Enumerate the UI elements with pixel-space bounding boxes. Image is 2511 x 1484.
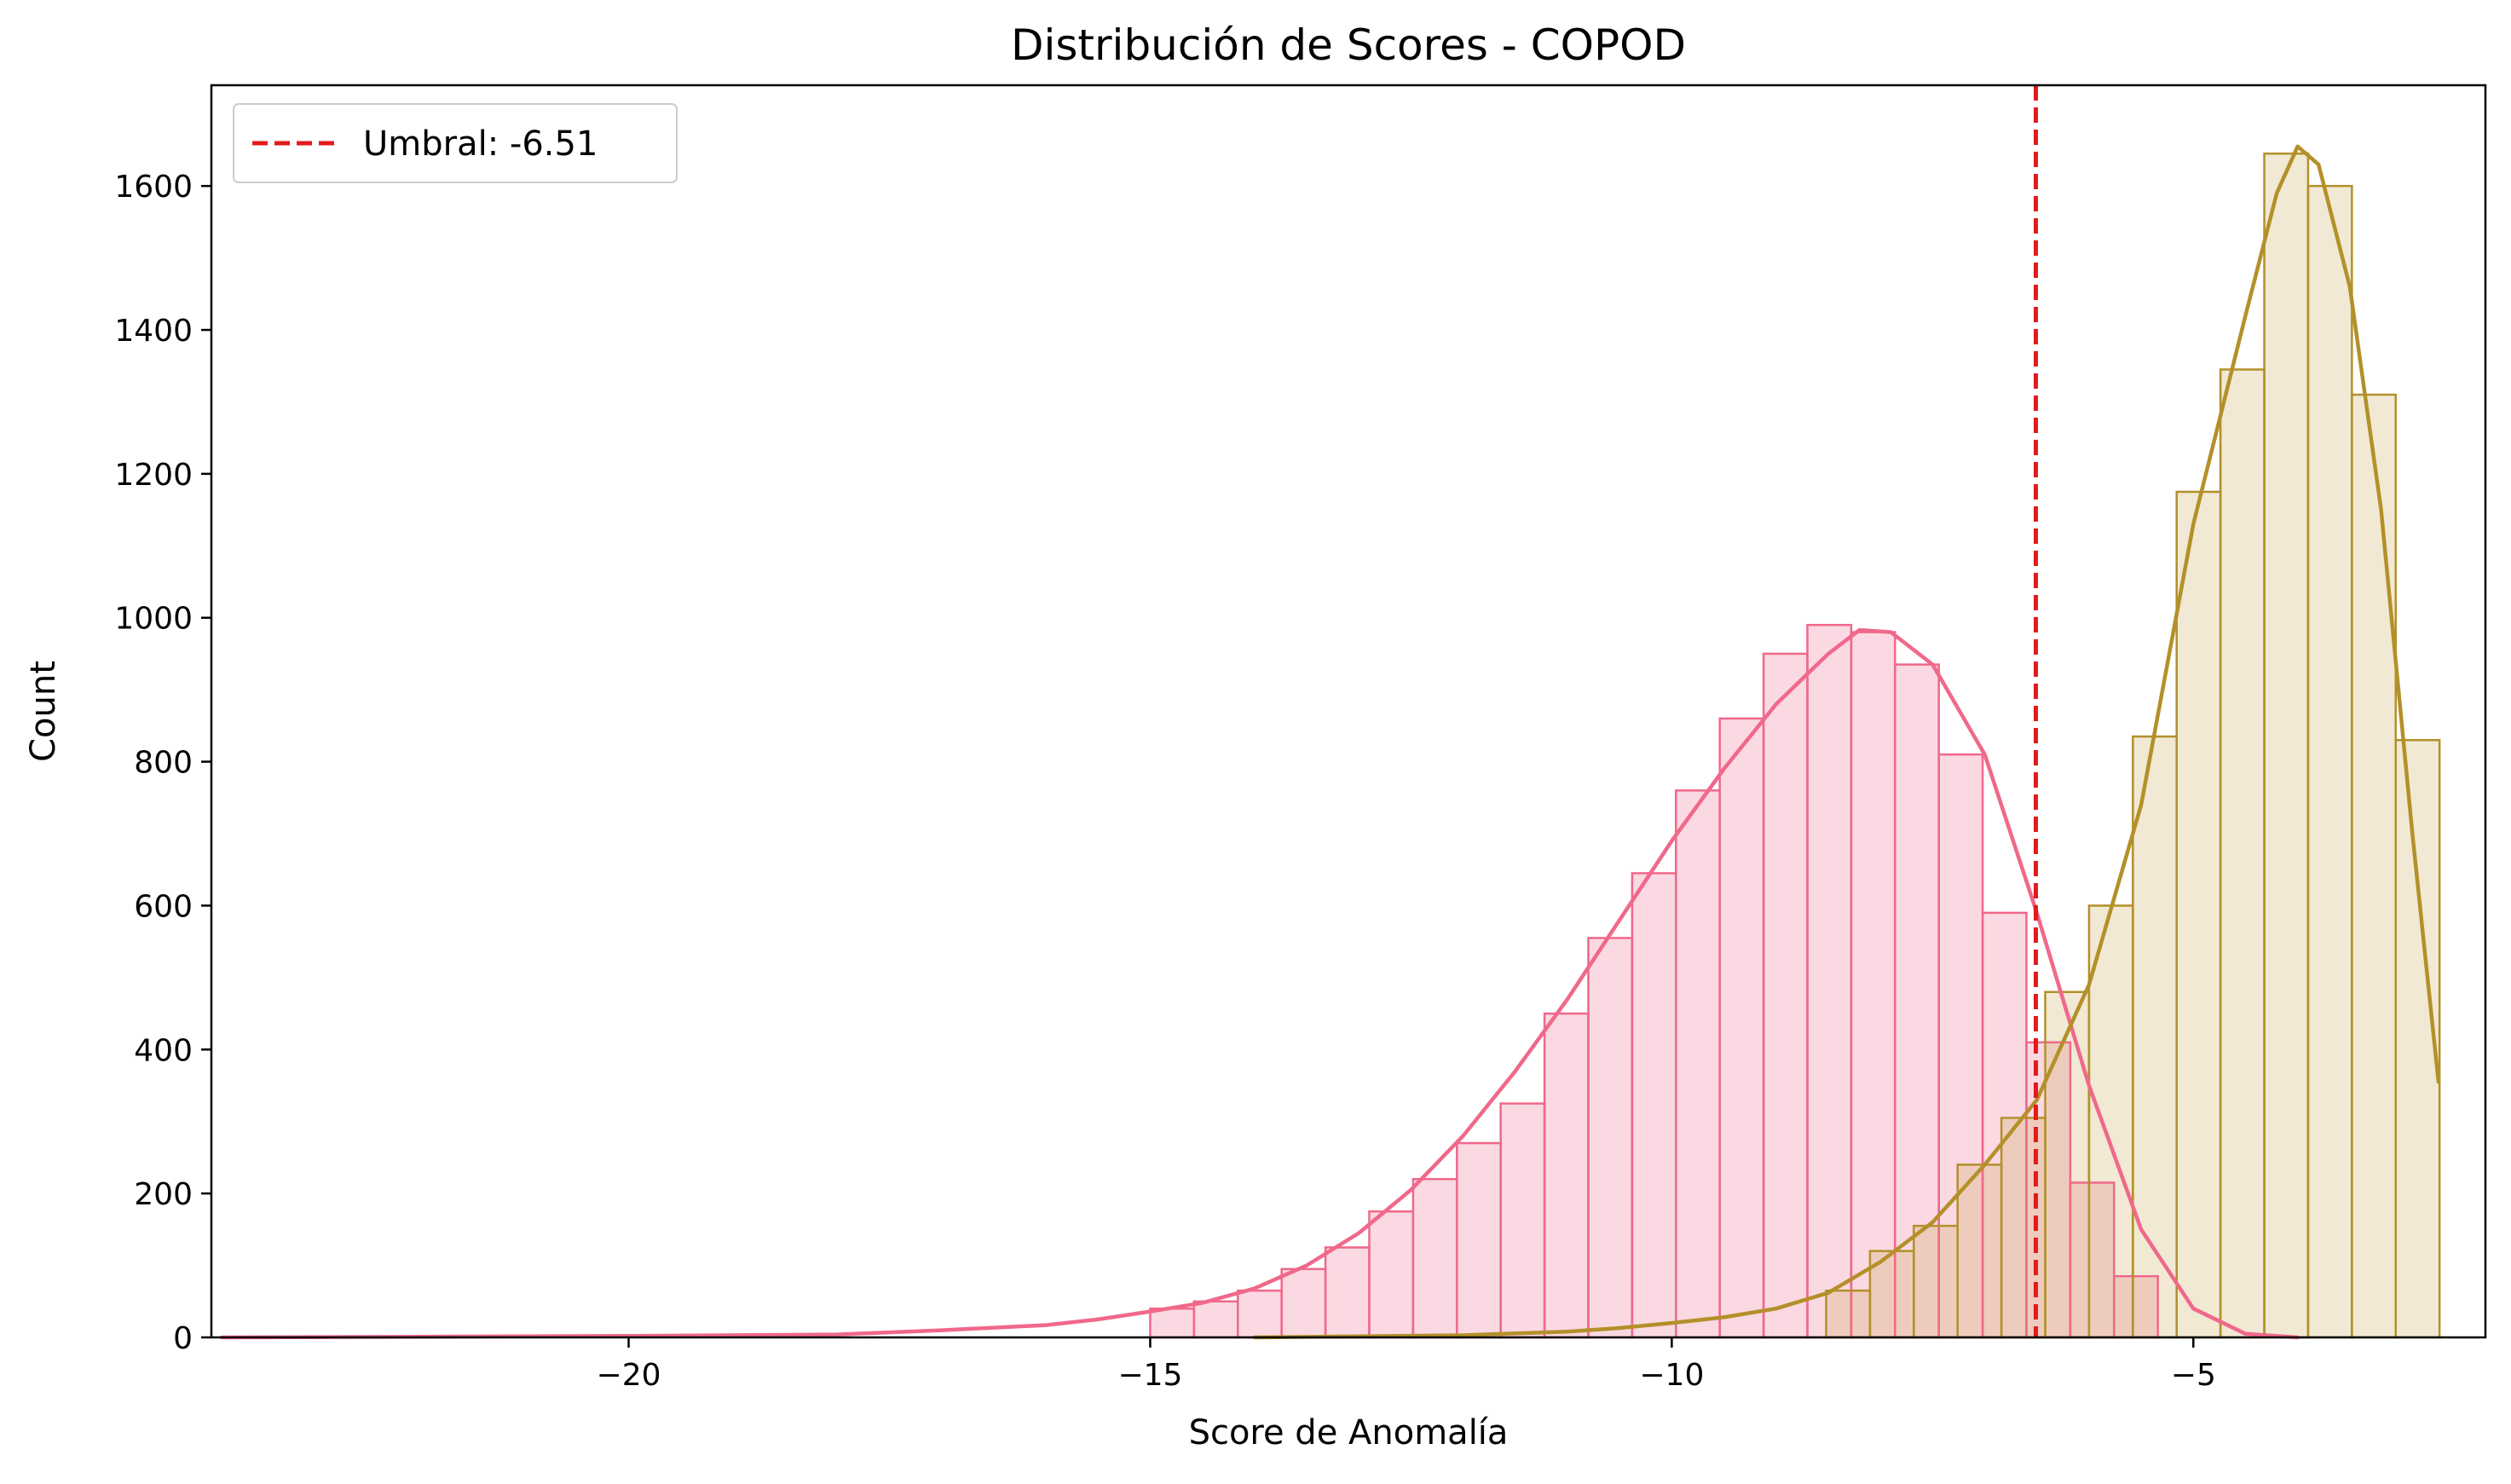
chart-title: Distribución de Scores - COPOD [1011, 20, 1686, 70]
histogram-bar [1588, 938, 1632, 1337]
y-tick-label: 1000 [114, 602, 193, 637]
histogram-bar [1914, 1226, 1958, 1337]
histogram-bar [1807, 625, 1851, 1337]
y-tick-label: 400 [134, 1033, 193, 1068]
histogram-bar [1544, 1013, 1589, 1337]
legend: Umbral: -6.51 [233, 103, 678, 183]
series-2 [1826, 153, 2440, 1338]
histogram-bar [2352, 395, 2396, 1337]
histogram-bar [1957, 1164, 2002, 1337]
axes: −20 −15 −10 −5 0 200 400 600 800 1000 1200 1400 1600 [114, 84, 2487, 1393]
histogram-bar [2069, 1182, 2115, 1337]
y-tick-label: 600 [134, 889, 193, 924]
histogram-bar [2220, 369, 2265, 1338]
y-tick-label: 1600 [114, 170, 193, 205]
histogram-bar [1938, 754, 1983, 1337]
y-tick-label: 200 [134, 1177, 193, 1212]
histogram-bar [1412, 1179, 1458, 1337]
y-axis-title: Count [24, 661, 63, 762]
series-1 [1150, 625, 2158, 1337]
x-axis-title: Score de Anomalía [1189, 1413, 1509, 1452]
histogram-bar [1763, 653, 1808, 1337]
histogram-bar [1281, 1268, 1326, 1337]
x-tick-label: −15 [1117, 1358, 1182, 1393]
histogram-bar [1500, 1103, 1545, 1337]
histogram-bar [1631, 873, 1677, 1337]
histogram-bar [1983, 912, 2027, 1337]
histogram-bar [1719, 718, 1764, 1337]
histogram-bar [2114, 1276, 2158, 1337]
histogram-bar [1676, 790, 1720, 1337]
histogram-bar [2264, 153, 2308, 1338]
x-tick-label: −5 [2171, 1358, 2216, 1393]
histogram-bar [2088, 905, 2133, 1337]
legend-box [233, 103, 678, 183]
legend-label-threshold: Umbral: -6.51 [363, 124, 597, 164]
histogram-bar [1325, 1247, 1370, 1337]
x-tick-label: −20 [597, 1358, 661, 1393]
histogram-bar [1238, 1291, 1282, 1337]
axes-frame [210, 84, 2487, 1339]
histogram-bar [2176, 492, 2221, 1337]
y-tick-label: 800 [134, 746, 193, 781]
histogram-bar [2001, 1117, 2046, 1337]
histogram-bar [2133, 736, 2177, 1337]
histogram-bar [1369, 1211, 1413, 1337]
y-tick-label: 1200 [114, 458, 193, 493]
histogram-bar [1457, 1143, 1501, 1337]
y-tick-label: 1400 [114, 314, 193, 349]
histogram-bar [1850, 632, 1896, 1337]
histogram-bar [1826, 1291, 1870, 1337]
x-tick-label: −10 [1639, 1358, 1704, 1393]
histogram-bar [1193, 1301, 1238, 1337]
histogram-bar [2307, 186, 2352, 1337]
kde-curve-series-2 [1252, 144, 2441, 1340]
histogram-bar [1150, 1308, 1194, 1337]
histogram-bar [2045, 991, 2089, 1337]
y-tick-label: 0 [173, 1321, 193, 1356]
